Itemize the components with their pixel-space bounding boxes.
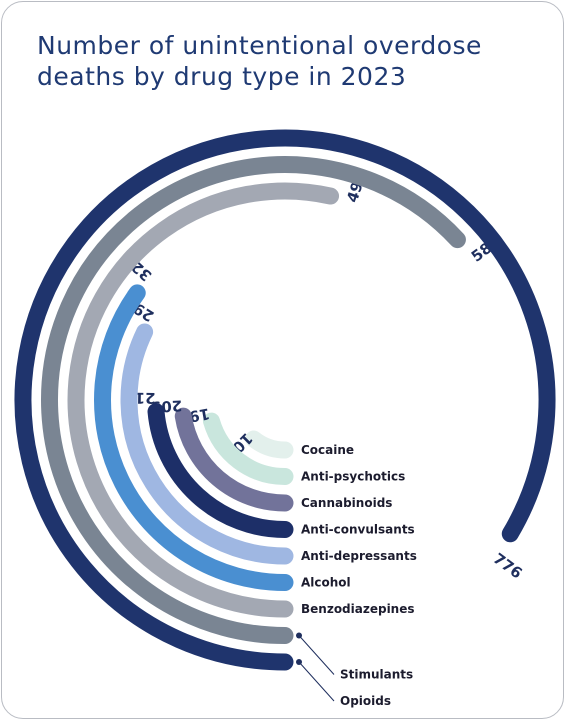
bar-opioids [14, 129, 556, 671]
category-label-cocaine: Cocaine [301, 443, 354, 457]
value-label-opioids: 776 [490, 549, 526, 582]
bar-cocaine [245, 430, 294, 459]
leader-line-stimulants [298, 635, 335, 675]
category-label-stimulants: Stimulants [340, 668, 413, 682]
category-label-anti-psychotics: Anti-psychotics [301, 470, 405, 484]
bar-benzodiazepines [67, 182, 340, 618]
bar-alcohol [94, 284, 294, 591]
category-label-benzodiazepines: Benzodiazepines [301, 602, 415, 616]
leader-line-opioids [298, 661, 335, 702]
category-label-cannabinoids: Cannabinoids [301, 496, 392, 510]
category-label-alcohol: Alcohol [301, 576, 351, 590]
bar-anti-convulsants [147, 403, 294, 538]
bar-anti-depressants [120, 323, 294, 565]
category-label-opioids: Opioids [340, 694, 391, 708]
chart-title: Number of unintentional overdose deaths … [37, 31, 482, 91]
bar-anti-psychotics [202, 412, 294, 485]
category-label-anti-depressants: Anti-depressants [301, 549, 417, 563]
bar-stimulants [41, 156, 466, 644]
bar-cannabinoids [174, 407, 294, 512]
category-label-anti-convulsants: Anti-convulsants [301, 523, 415, 537]
